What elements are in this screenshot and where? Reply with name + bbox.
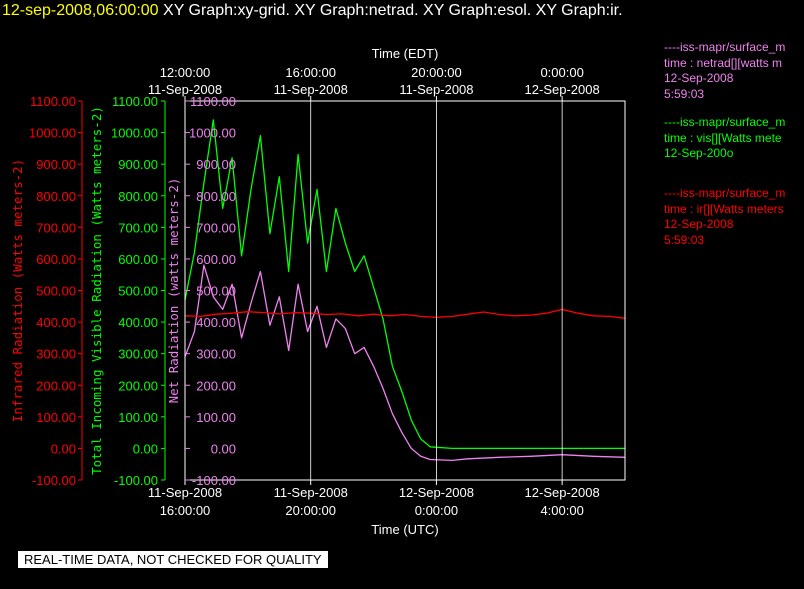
y-tick-label: 900.00 <box>196 157 236 172</box>
legend: ----iss-mapr/surface_m time : netrad[][wa… <box>664 40 804 260</box>
legend-line: 12-Sep-2008 <box>664 217 734 231</box>
x-top-tick-label-date: 11-Sep-2008 <box>399 82 473 97</box>
legend-line: 12-Sep-200o <box>664 146 734 160</box>
x-top-axis-label: Time (EDT) <box>372 46 439 61</box>
x-tick-label-time: 4:00:00 <box>540 503 583 518</box>
y-axis-title: Net Radiation (watts meters-2) <box>166 178 181 404</box>
y-tick-label: 600.00 <box>196 252 236 267</box>
y-tick-label: 500.00 <box>36 284 76 299</box>
header-timestamp: 12-sep-2008,06:00:00 <box>2 2 159 19</box>
legend-line: 5:59:03 <box>664 86 705 101</box>
y-tick-label: 200.00 <box>196 378 236 393</box>
x-axis-label: Time (UTC) <box>371 522 438 537</box>
y-tick-label: 200.00 <box>118 378 158 393</box>
x-tick-label-date: 12-Sep-2008 <box>525 485 600 500</box>
x-tick-label-date: 11-Sep-2008 <box>274 485 348 500</box>
y-tick-label: 800.00 <box>36 189 76 204</box>
y-tick-label: 1000.00 <box>29 126 76 141</box>
x-tick-label-time: 0:00:00 <box>415 503 458 518</box>
y-tick-label: 700.00 <box>36 220 76 235</box>
y-tick-label: 1000.00 <box>111 126 158 141</box>
legend-line: ----iss-mapr/surface_m <box>664 40 786 54</box>
header-graphs: XY Graph:xy-grid. XY Graph:netrad. XY Gr… <box>163 2 623 19</box>
y-tick-label: 1100.00 <box>112 94 158 109</box>
legend-line: ----iss-mapr/surface_m <box>664 115 786 129</box>
y-tick-label: -100.00 <box>114 473 158 488</box>
y-tick-label: 700.00 <box>118 220 158 235</box>
legend-line: 12-Sep-2008 <box>664 71 734 85</box>
y-tick-label: -100.00 <box>192 473 236 488</box>
x-top-tick-label-date: 11-Sep-2008 <box>148 82 222 97</box>
x-tick-label-time: 16:00:00 <box>160 503 211 518</box>
series-line <box>184 308 626 319</box>
x-top-tick-label-date: 12-Sep-2008 <box>525 82 600 97</box>
y-tick-label: 0.00 <box>211 441 236 456</box>
series-line <box>184 119 625 450</box>
y-tick-label: 700.00 <box>196 220 236 235</box>
legend-line: ----iss-mapr/surface_m <box>664 186 786 200</box>
y-axis-title: Infrared Radiation (Watts meters-2) <box>10 159 25 422</box>
y-tick-label: 800.00 <box>196 189 236 204</box>
y-tick-label: 400.00 <box>36 315 76 330</box>
y-tick-label: 1000.00 <box>189 126 236 141</box>
x-top-tick-label-time: 12:00:00 <box>160 65 211 80</box>
y-tick-label: 300.00 <box>196 347 236 362</box>
x-top-tick-label-time: 20:00:00 <box>411 65 462 80</box>
x-top-tick-label-time: 16:00:00 <box>285 65 336 80</box>
y-tick-label: 600.00 <box>118 252 158 267</box>
legend-entry: ----iss-mapr/surface_m time : vis[][Watts… <box>664 115 804 162</box>
y-tick-label: 800.00 <box>118 189 158 204</box>
x-top-tick-label-date: 11-Sep-2008 <box>274 82 348 97</box>
y-tick-label: 400.00 <box>196 315 236 330</box>
y-tick-label: 100.00 <box>118 410 158 425</box>
x-tick-label-time: 20:00:00 <box>285 503 336 518</box>
legend-line: 5:59:03 <box>664 232 705 247</box>
y-tick-label: 200.00 <box>36 378 76 393</box>
legend-entry: ----iss-mapr/surface_m time : ir[][Watts … <box>664 186 804 248</box>
y-tick-label: -100.00 <box>32 473 76 488</box>
x-top-tick-label-time: 0:00:00 <box>540 65 583 80</box>
legend-entry: ----iss-mapr/surface_m time : netrad[][wa… <box>664 40 804 102</box>
legend-line: time : ir[][Watts meters <box>664 201 784 216</box>
quality-banner: REAL-TIME DATA, NOT CHECKED FOR QUALITY <box>18 551 328 568</box>
y-tick-label: 1100.00 <box>30 94 76 109</box>
y-tick-label: 500.00 <box>196 284 236 299</box>
y-tick-label: 900.00 <box>36 157 76 172</box>
y-tick-label: 0.00 <box>51 441 76 456</box>
legend-line: time : netrad[][watts m <box>664 55 783 70</box>
y-tick-label: 600.00 <box>36 252 76 267</box>
y-tick-label: 400.00 <box>118 315 158 330</box>
y-tick-label: 1100.00 <box>190 94 236 109</box>
header-title: 12-sep-2008,06:00:00 XY Graph:xy-grid. X… <box>2 2 623 20</box>
x-tick-label-date: 12-Sep-2008 <box>399 485 474 500</box>
y-tick-label: 100.00 <box>36 410 76 425</box>
y-tick-label: 300.00 <box>36 347 76 362</box>
y-tick-label: 300.00 <box>118 347 158 362</box>
legend-line: time : vis[][Watts mete <box>664 130 782 145</box>
series-line <box>184 264 626 462</box>
y-axis-title: Total Incoming Visible Radiation (Watts … <box>89 106 104 475</box>
plot-frame <box>184 100 626 481</box>
y-tick-label: 500.00 <box>118 284 158 299</box>
y-tick-label: 100.00 <box>196 410 236 425</box>
y-tick-label: 0.00 <box>133 441 158 456</box>
x-tick-label-date: 11-Sep-2008 <box>148 485 222 500</box>
y-tick-label: 900.00 <box>118 157 158 172</box>
